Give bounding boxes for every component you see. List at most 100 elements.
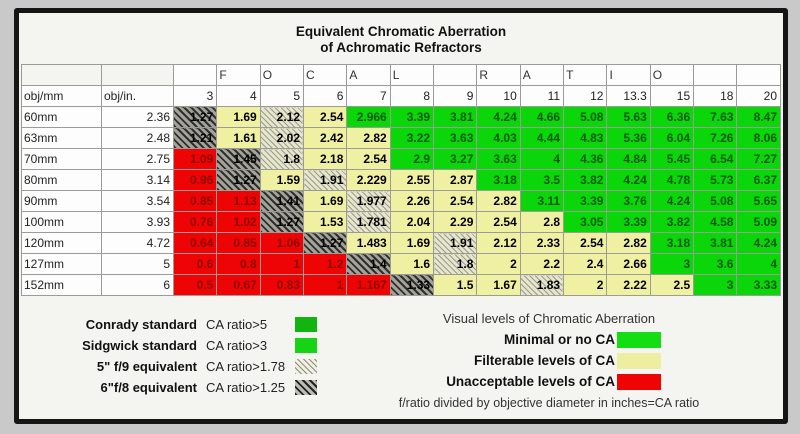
- objective-in: 3.93: [101, 211, 174, 233]
- ca-cell: 1.69: [303, 190, 348, 212]
- focal-ratio-header: 8: [389, 85, 435, 107]
- legend-row-filterable: Filterable levels of CA: [349, 350, 749, 371]
- legend-ratio: CA ratio>1.25: [206, 380, 286, 395]
- ca-cell: 3.39: [563, 190, 608, 212]
- ca-cell: 4.44: [519, 127, 565, 149]
- ca-cell: 2.66: [606, 253, 651, 275]
- focal-ratio-letter: [693, 64, 738, 86]
- legend-label: Sidgwick standard: [82, 338, 197, 353]
- ca-cell: 1.4: [346, 253, 391, 275]
- legend-label: 5" f/9 equivalent: [96, 359, 197, 374]
- ca-cell: 2: [476, 253, 521, 275]
- ca-cell: 1: [259, 253, 305, 275]
- focal-ratio-header: 12: [563, 85, 608, 107]
- legend-row-5f9: 5" f/9 equivalent CA ratio>1.78: [47, 356, 349, 377]
- ca-cell: 5.63: [606, 106, 651, 128]
- filterable-yellow-swatch: [617, 352, 661, 369]
- ca-cell: 2.54: [303, 106, 348, 128]
- ca-cell: 3.39: [389, 106, 435, 128]
- chart-frame: Equivalent Chromatic Aberration of Achro…: [14, 8, 788, 424]
- ca-cell: 0.85: [216, 232, 261, 254]
- table-row-70mm: 70mm 2.75 1.09 1.45 1.8 2.18 2.54 2.9 3.27 3.63 4 4…: [21, 148, 781, 170]
- focal-ratio-header: 13.3: [606, 85, 651, 107]
- table-row-80mm: 80mm 3.14 0.96 1.27 1.59 1.91 2.229 2.55 2.87 3.1…: [21, 169, 781, 191]
- focal-ratio-letter: [736, 64, 781, 86]
- ca-cell: 1.09: [172, 148, 218, 170]
- legend-label: 6"f/8 equivalent: [100, 380, 197, 395]
- ca-cell: 4.78: [649, 169, 695, 191]
- ca-cell: 3.5: [519, 169, 565, 191]
- objective-mm: 100mm: [21, 211, 102, 233]
- ca-cell: 2.42: [303, 127, 348, 149]
- ca-cell: 1.61: [216, 127, 261, 149]
- table-row-60mm: 60mm 2.36 1.27 1.69 2.12 2.54 2.966 3.39 3.81 4.2…: [21, 106, 781, 128]
- page-title: Equivalent Chromatic Aberration of Achro…: [19, 24, 783, 56]
- ca-cell: 4.66: [519, 106, 565, 128]
- ca-cell: 3.76: [606, 190, 651, 212]
- focal-ratio-letter: A: [346, 64, 391, 86]
- table-row-63mm: 63mm 2.48 1.21 1.61 2.02 2.42 2.82 3.22 3.63 4.03…: [21, 127, 781, 149]
- ca-cell: 1.27: [303, 232, 348, 254]
- focal-ratio-header: 9: [433, 85, 478, 107]
- ca-cell: 5.09: [736, 211, 781, 233]
- focal-ratio-letter: F: [216, 64, 261, 86]
- ca-cell: 1.33: [389, 274, 435, 296]
- ca-cell: 3.82: [563, 169, 608, 191]
- legend-row-conrady: Conrady standard CA ratio>5: [47, 314, 349, 335]
- ca-cell: 3: [693, 274, 738, 296]
- ca-cell: 2.82: [346, 127, 391, 149]
- focal-ratio-letter: I: [606, 64, 651, 86]
- objective-mm: 90mm: [21, 190, 102, 212]
- legend-ratio: CA ratio>3: [206, 338, 268, 353]
- ca-cell: 0.67: [216, 274, 261, 296]
- ca-cell: 1.167: [346, 274, 391, 296]
- ca-cell: 3.63: [433, 127, 478, 149]
- table-row-90mm: 90mm 3.54 0.85 1.13 1.41 1.69 1.977 2.26 2.54 2.8…: [21, 190, 781, 212]
- ca-cell: 6.37: [736, 169, 781, 191]
- ca-cell: 7.63: [693, 106, 738, 128]
- objective-in: 4.72: [101, 232, 174, 254]
- ca-cell: 2.82: [606, 232, 651, 254]
- ca-cell: 2.29: [433, 211, 478, 233]
- ca-cell: 1.27: [259, 211, 305, 233]
- ca-cell: 3.27: [433, 148, 478, 170]
- focal-ratio-header: 20: [736, 85, 781, 107]
- ca-cell: 5.65: [736, 190, 781, 212]
- objective-in: 6: [101, 274, 174, 296]
- focal-ratio-letter: T: [563, 64, 608, 86]
- ca-cell: 1.02: [216, 211, 261, 233]
- ca-cell: 4.58: [693, 211, 738, 233]
- title-line-2: of Achromatic Refractors: [320, 40, 482, 55]
- ca-cell: 1.8: [433, 253, 478, 275]
- ca-cell: 2.26: [389, 190, 435, 212]
- focal-ratio-header: 5: [259, 85, 305, 107]
- ca-cell: 2.04: [389, 211, 435, 233]
- legend-standards: Conrady standard CA ratio>5 Sidgwick sta…: [19, 308, 349, 410]
- ca-cell: 5.73: [693, 169, 738, 191]
- ca-cell: 3.05: [563, 211, 608, 233]
- ca-cell: 2.12: [259, 106, 305, 128]
- ca-cell: 6.54: [693, 148, 738, 170]
- sidgwick-green-swatch: [295, 338, 317, 353]
- ca-cell: 2.966: [346, 106, 391, 128]
- focal-ratio-header: 15: [649, 85, 695, 107]
- conrady-green-swatch: [295, 317, 317, 332]
- focal-ratio-letter: O: [649, 64, 695, 86]
- focal-ratio-header: 6: [303, 85, 348, 107]
- ca-cell: 3.11: [519, 190, 565, 212]
- focal-ratio-header: 18: [693, 85, 738, 107]
- ca-cell: 2.54: [433, 190, 478, 212]
- ca-cell: 1.06: [259, 232, 305, 254]
- table-row-152mm: 152mm 6 0.5 0.67 0.83 1 1.167 1.33 1.5 1.67 1.83 2 2…: [21, 274, 781, 296]
- ca-cell: 6.04: [649, 127, 695, 149]
- ca-cell: 2.87: [433, 169, 478, 191]
- legend-label: Unacceptable levels of CA: [446, 374, 615, 389]
- ca-cell: 2.22: [606, 274, 651, 296]
- ca-cell: 0.96: [172, 169, 218, 191]
- corner-blank: [21, 64, 102, 86]
- focal-ratio-letter: R: [476, 64, 521, 86]
- focal-ratio-header: 10: [476, 85, 521, 107]
- ca-cell: 4.84: [606, 148, 651, 170]
- objective-mm: 70mm: [21, 148, 102, 170]
